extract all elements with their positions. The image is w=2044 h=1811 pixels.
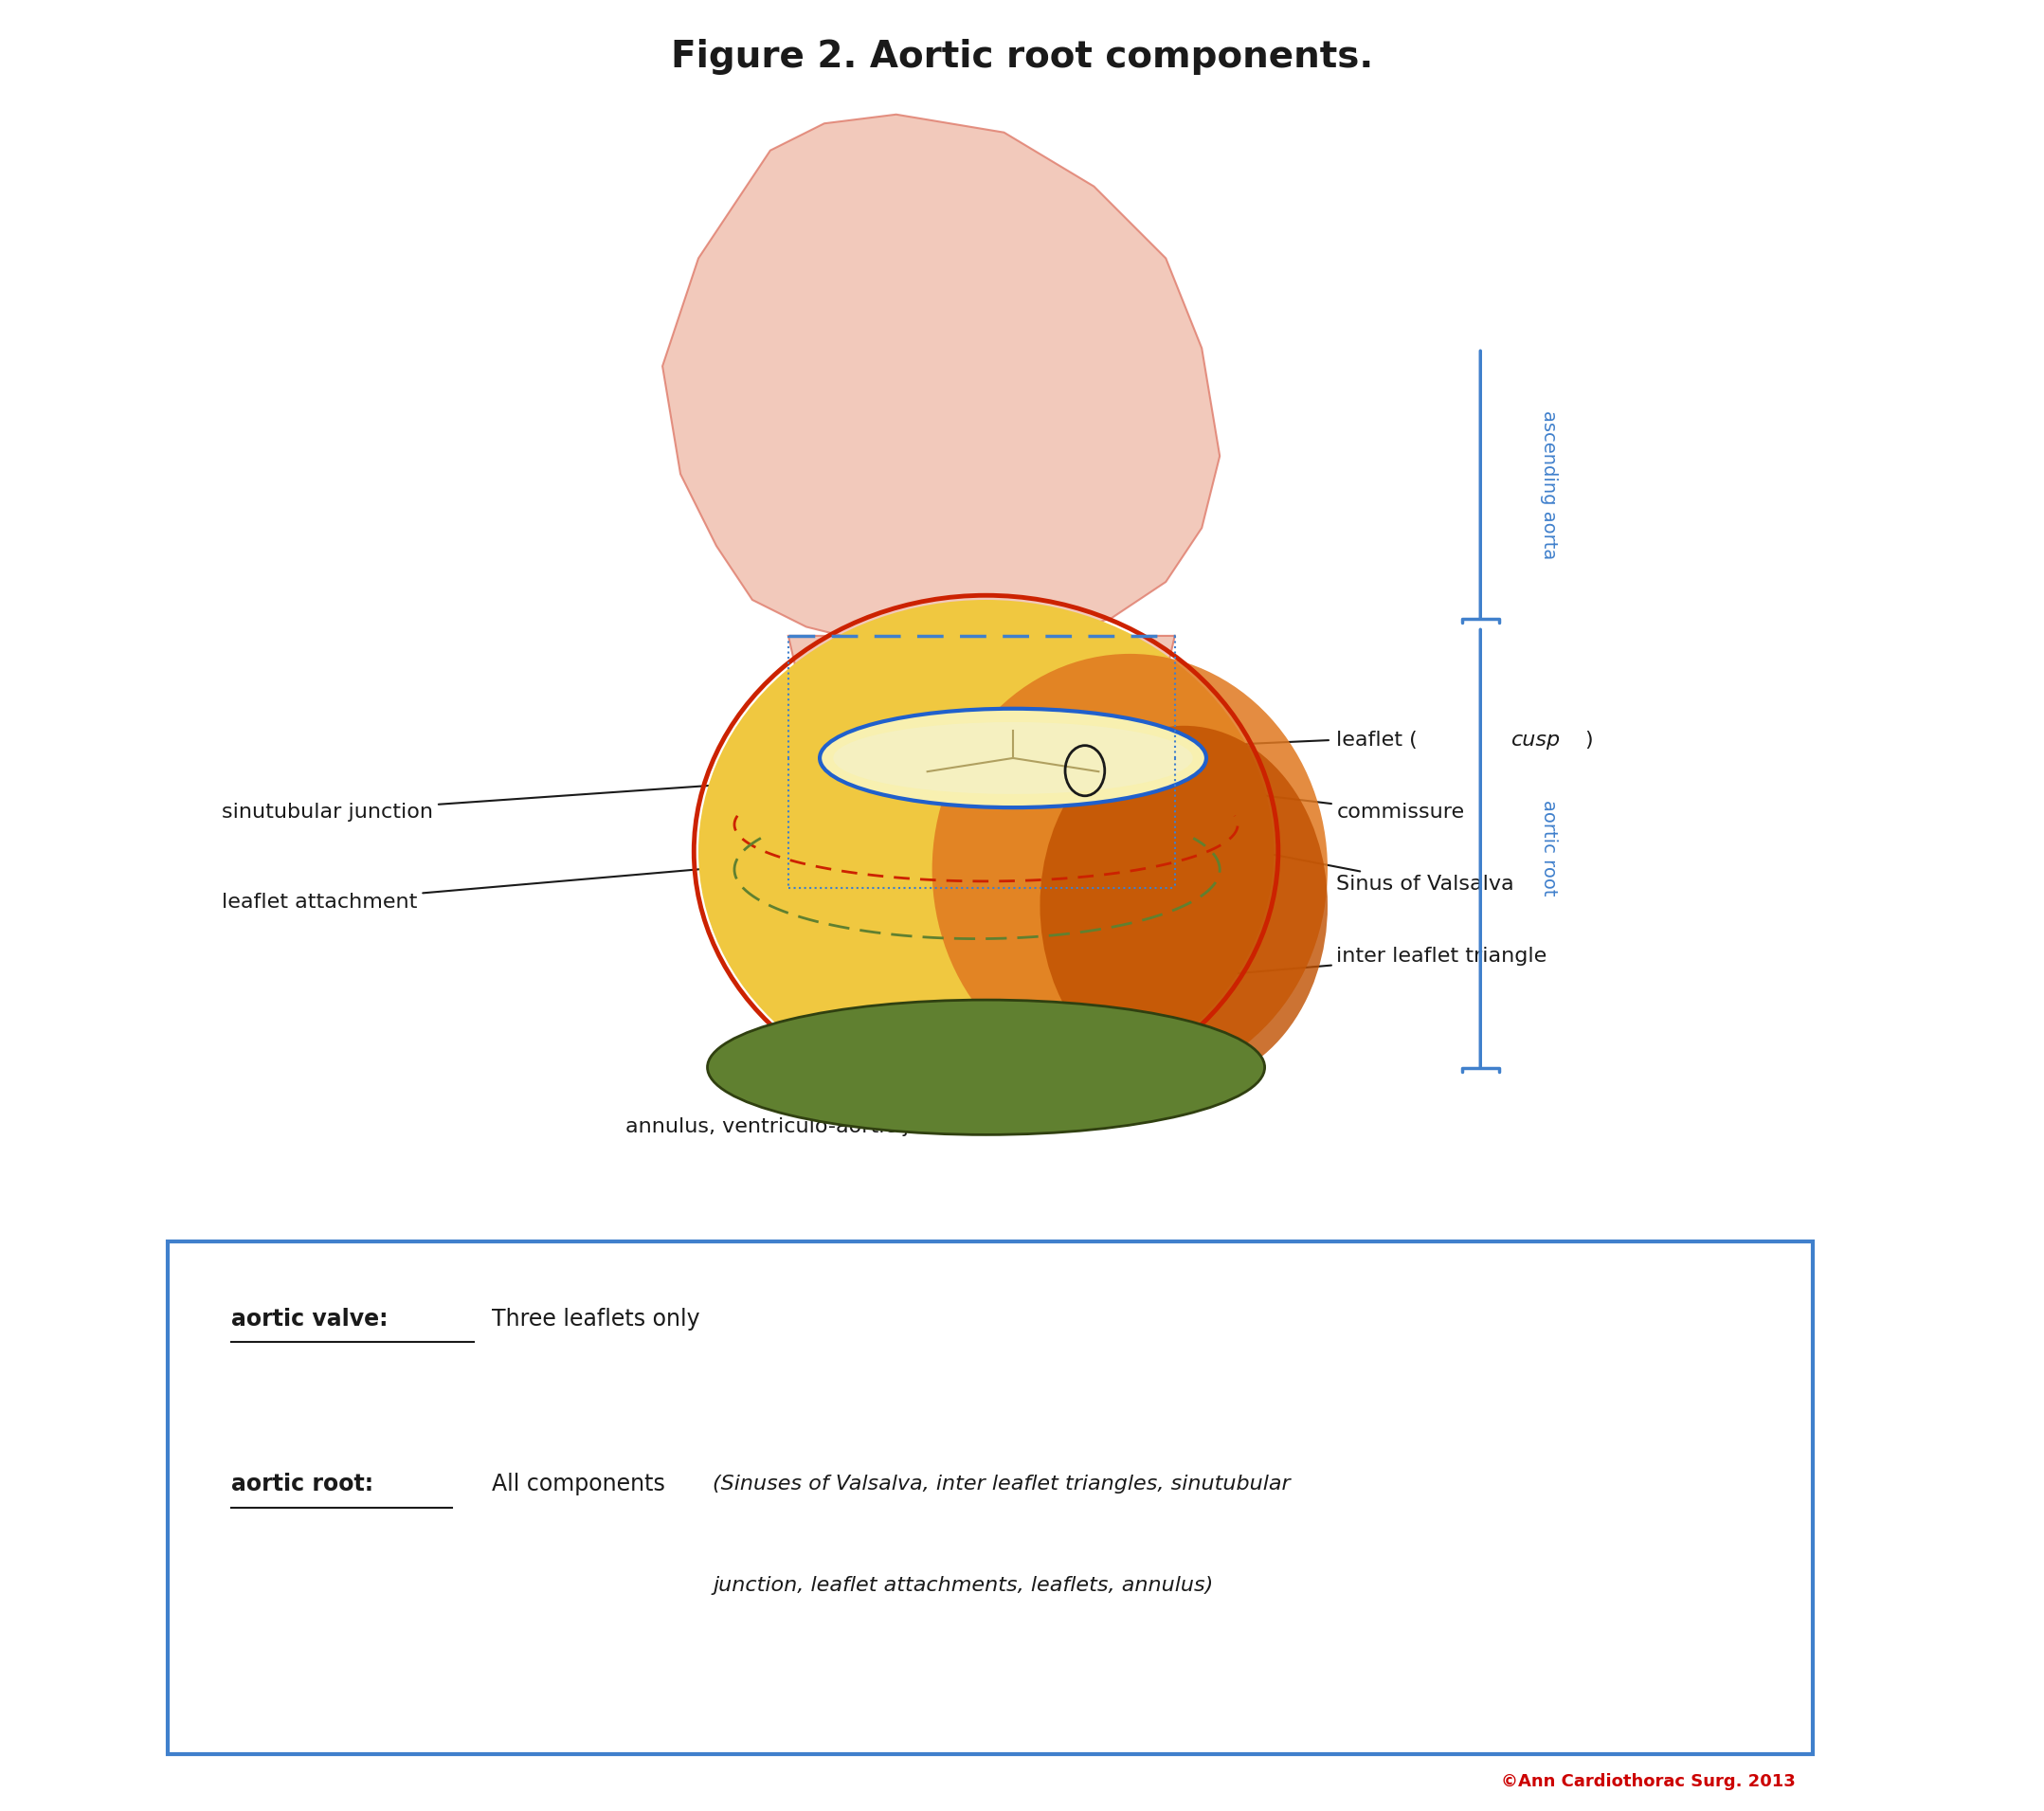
Ellipse shape [820,708,1206,808]
Text: aortic root:: aortic root: [231,1472,374,1496]
Text: aortic root: aortic root [1539,800,1558,896]
Text: ): ) [1584,730,1592,750]
Ellipse shape [1040,726,1329,1085]
Text: sinutubular junction: sinutubular junction [223,781,738,822]
Text: leaflet (: leaflet ( [1337,730,1419,750]
Ellipse shape [707,1000,1265,1135]
Ellipse shape [932,654,1329,1085]
Text: leaflet attachment: leaflet attachment [223,862,734,911]
Text: All components: All components [493,1472,664,1496]
Polygon shape [662,114,1220,636]
Text: Figure 2. Aortic root components.: Figure 2. Aortic root components. [670,40,1374,74]
Text: Three leaflets only: Three leaflets only [493,1308,699,1331]
Text: commissure: commissure [1091,771,1466,822]
Text: aortic valve:: aortic valve: [231,1308,388,1331]
Ellipse shape [834,723,1194,793]
Polygon shape [789,636,1175,753]
Text: ascending aorta: ascending aorta [1539,411,1558,560]
Text: annulus, ventriculo-aortic junction: annulus, ventriculo-aortic junction [625,1067,987,1137]
Text: (Sinuses of Valsalva, inter leaflet triangles, sinutubular: (Sinuses of Valsalva, inter leaflet tria… [713,1474,1290,1494]
Text: cusp: cusp [1511,730,1560,750]
Text: Sinus of Valsalva: Sinus of Valsalva [1216,840,1515,893]
Text: inter leaflet triangle: inter leaflet triangle [1089,947,1547,989]
Text: junction, leaflet attachments, leaflets, annulus): junction, leaflet attachments, leaflets,… [713,1576,1214,1594]
FancyBboxPatch shape [168,1242,1813,1755]
Ellipse shape [699,599,1273,1103]
Text: ©Ann Cardiothorac Surg. 2013: ©Ann Cardiothorac Surg. 2013 [1500,1773,1795,1789]
